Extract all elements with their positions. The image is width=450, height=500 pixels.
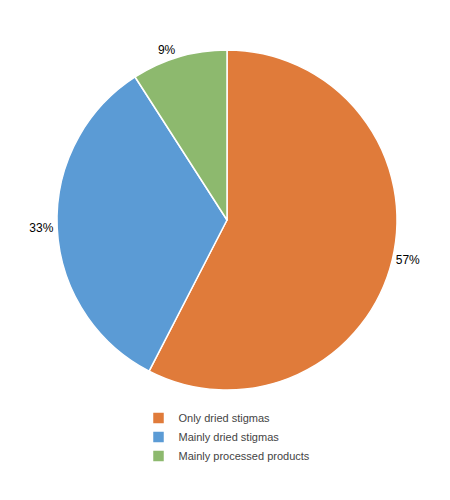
svg-text:Mainly processed products: Mainly processed products [179,450,310,462]
svg-text:Only dried stigmas: Only dried stigmas [179,412,271,424]
svg-text:33%: 33% [29,221,53,235]
svg-text:9%: 9% [158,43,176,57]
svg-text:Mainly dried stigmas: Mainly dried stigmas [179,431,280,443]
svg-text:57%: 57% [396,253,420,267]
